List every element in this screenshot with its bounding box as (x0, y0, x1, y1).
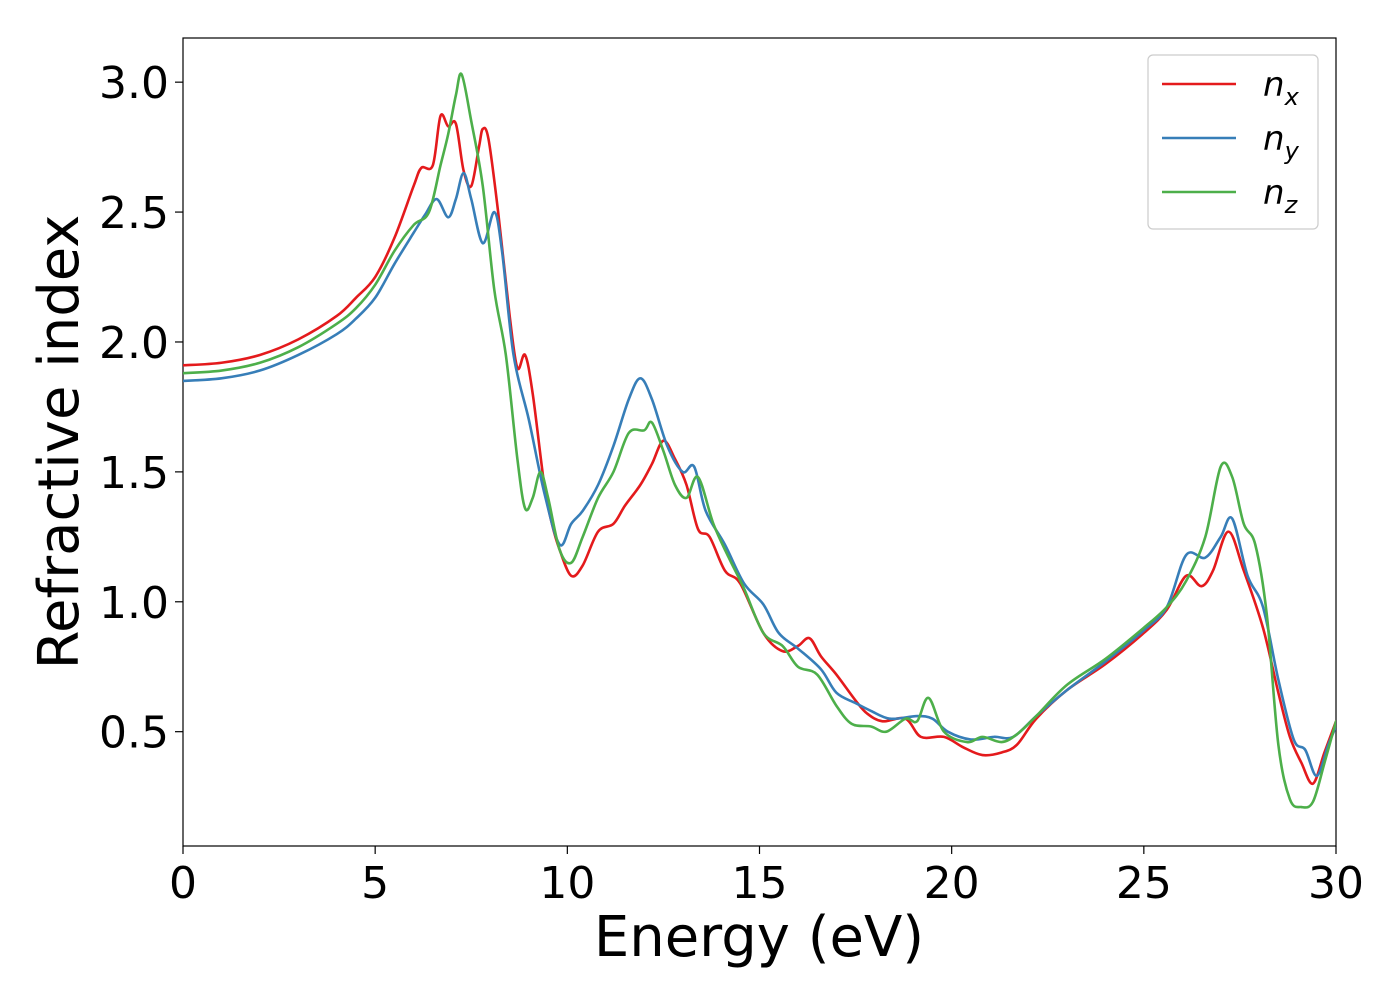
y-tick-label: 2.0 (99, 318, 169, 369)
legend-items: nx ny nz (1162, 65, 1300, 219)
legend-label-nx: nx (1263, 65, 1300, 111)
legend-label-ny: ny (1263, 119, 1300, 165)
x-tick-label: 20 (924, 858, 980, 909)
plot-area (182, 37, 1337, 847)
x-tick-label: 10 (539, 858, 595, 909)
y-tick-label: 3.0 (99, 58, 169, 109)
series-layer (183, 72, 1336, 809)
y-tick-label: 2.5 (99, 188, 169, 239)
y-tick-label: 1.5 (99, 448, 169, 499)
legend: nx ny nz (1147, 54, 1319, 230)
x-tick-label: 5 (361, 858, 389, 909)
legend-label-nz: nz (1263, 173, 1299, 219)
y-axis-ticks: 0.5 1.0 1.5 2.0 2.5 3.0 (99, 58, 183, 759)
y-tick-label: 0.5 (99, 708, 169, 759)
y-axis-label: Refractive index (27, 215, 92, 670)
series-line-nz (183, 72, 1336, 809)
x-axis-label: Energy (eV) (594, 905, 924, 970)
legend-box (1147, 54, 1319, 230)
series-line-ny (183, 171, 1336, 778)
x-tick-label: 30 (1308, 858, 1364, 909)
x-axis-ticks: 0 5 10 15 20 25 30 (169, 846, 1364, 909)
x-tick-label: 15 (732, 858, 788, 909)
x-tick-label: 25 (1116, 858, 1172, 909)
y-tick-label: 1.0 (99, 578, 169, 629)
x-tick-label: 0 (169, 858, 197, 909)
